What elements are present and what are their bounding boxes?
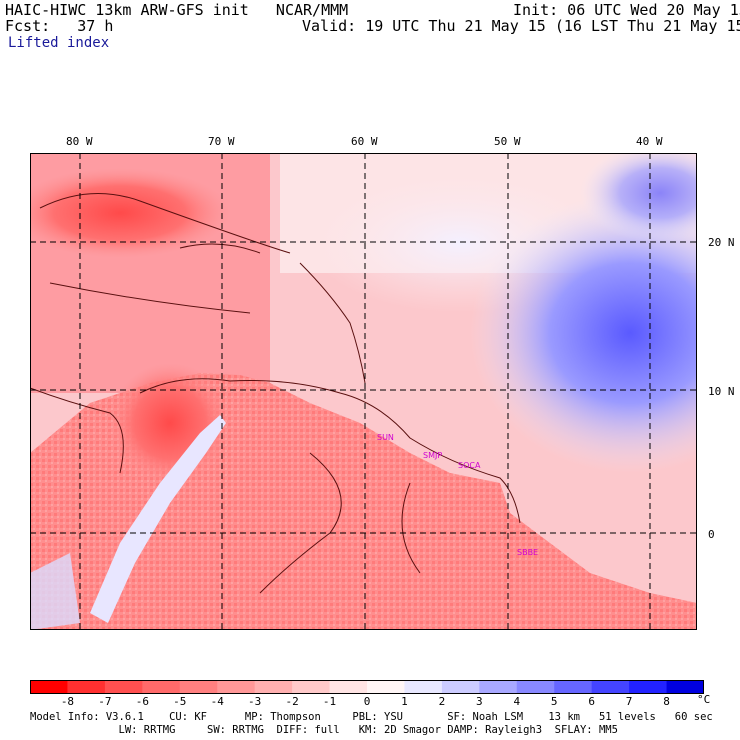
colorbar-tick-label: 0 [363, 695, 371, 708]
colorbar-tick-label: -3 [248, 695, 262, 708]
colorbar-tick-label: 3 [476, 695, 483, 708]
lon-label-80w: 80 W [66, 135, 93, 148]
colorbar-segment [479, 680, 518, 694]
colorbar-segment [554, 680, 593, 694]
contour-line-1 [49, 282, 251, 314]
init-time: Init: 06 UTC Wed 20 May 15 [513, 1, 740, 19]
model-info-line-1: Model Info: V3.6.1 CU: KF MP: Thompson P… [30, 711, 713, 723]
colorbar-tick-label: -7 [98, 695, 112, 708]
lon-label-50w: 50 W [494, 135, 521, 148]
coast-cuba [39, 193, 291, 254]
station-label-smjp: SMJP [423, 451, 442, 460]
colorbar-segment [142, 680, 181, 694]
coast-south-america-north [139, 378, 521, 524]
map-frame [30, 153, 697, 630]
colorbar-segment [516, 680, 555, 694]
colorbar-tick-label: -5 [173, 695, 187, 708]
station-label-sbbe: SBBE [517, 548, 538, 557]
colorbar-segment [329, 680, 368, 694]
lon-label-70w: 70 W [208, 135, 235, 148]
colorbar-segment [67, 680, 106, 694]
colorbar-tick-label: -4 [210, 695, 224, 708]
colorbar-segment [104, 680, 143, 694]
colorbar-segment [441, 680, 480, 694]
colorbar-segment [292, 680, 331, 694]
valid-time: Valid: 19 UTC Thu 21 May 15 (16 LST Thu … [302, 17, 740, 35]
colorbar-tick-label: -8 [60, 695, 75, 708]
lon-label-40w: 40 W [636, 135, 663, 148]
colorbar-tick-label: 7 [625, 695, 633, 708]
model-info-line-2: LW: RRTMG SW: RRTMG DIFF: full KM: 2D Sm… [30, 724, 618, 736]
model-title: HAIC-HIWC 13km ARW-GFS init NCAR/MMM [5, 1, 349, 19]
colorbar-tick-label: 4 [513, 695, 521, 708]
colorbar-segment [404, 680, 443, 694]
coast-central-america [30, 387, 124, 474]
lifted-index-map: SUN SMJP SOCA SBBE [30, 153, 697, 630]
station-label-soca: SOCA [458, 461, 481, 470]
coast-hispaniola [179, 243, 261, 254]
colorbar-segment [591, 680, 630, 694]
colorbar-segment [179, 680, 218, 694]
colorbar-tick-label: -2 [285, 695, 299, 708]
contour-line-3 [401, 482, 421, 574]
stable-region-east [470, 193, 697, 473]
field-name: Lifted index [8, 35, 110, 51]
lat-label-0: 0 [708, 528, 715, 541]
pacific-stable [30, 553, 80, 630]
station-label-sun: SUN [377, 433, 394, 442]
colorbar-tick-label: 6 [588, 695, 595, 708]
colorbar-segment [254, 680, 293, 694]
stable-region-northeast [580, 153, 697, 243]
colorbar-tick-label: -1 [322, 695, 337, 708]
colorbar-segment [629, 680, 668, 694]
colorbar-tick-label: 8 [663, 695, 670, 708]
colorbar-frame [30, 680, 704, 694]
colorbar-segment [217, 680, 256, 694]
lat-label-20n: 20 N [708, 236, 735, 249]
coast-antilles [299, 262, 366, 384]
lon-label-60w: 60 W [351, 135, 378, 148]
colorbar-tick-label: 1 [401, 695, 408, 708]
colorbar-segment [666, 680, 704, 694]
colorbar-tick-label: 2 [438, 695, 446, 708]
colorbar [30, 680, 704, 694]
forecast-hour: Fcst: 37 h [5, 17, 114, 35]
colorbar-unit: °C [697, 693, 711, 706]
lat-label-10n: 10 N [708, 385, 735, 398]
colorbar-segment [367, 680, 405, 694]
andes-stable-ribbon [90, 415, 226, 623]
colorbar-segment [30, 680, 68, 694]
colorbar-tick-label: 5 [550, 695, 558, 708]
colorbar-tick-label: -6 [135, 695, 149, 708]
